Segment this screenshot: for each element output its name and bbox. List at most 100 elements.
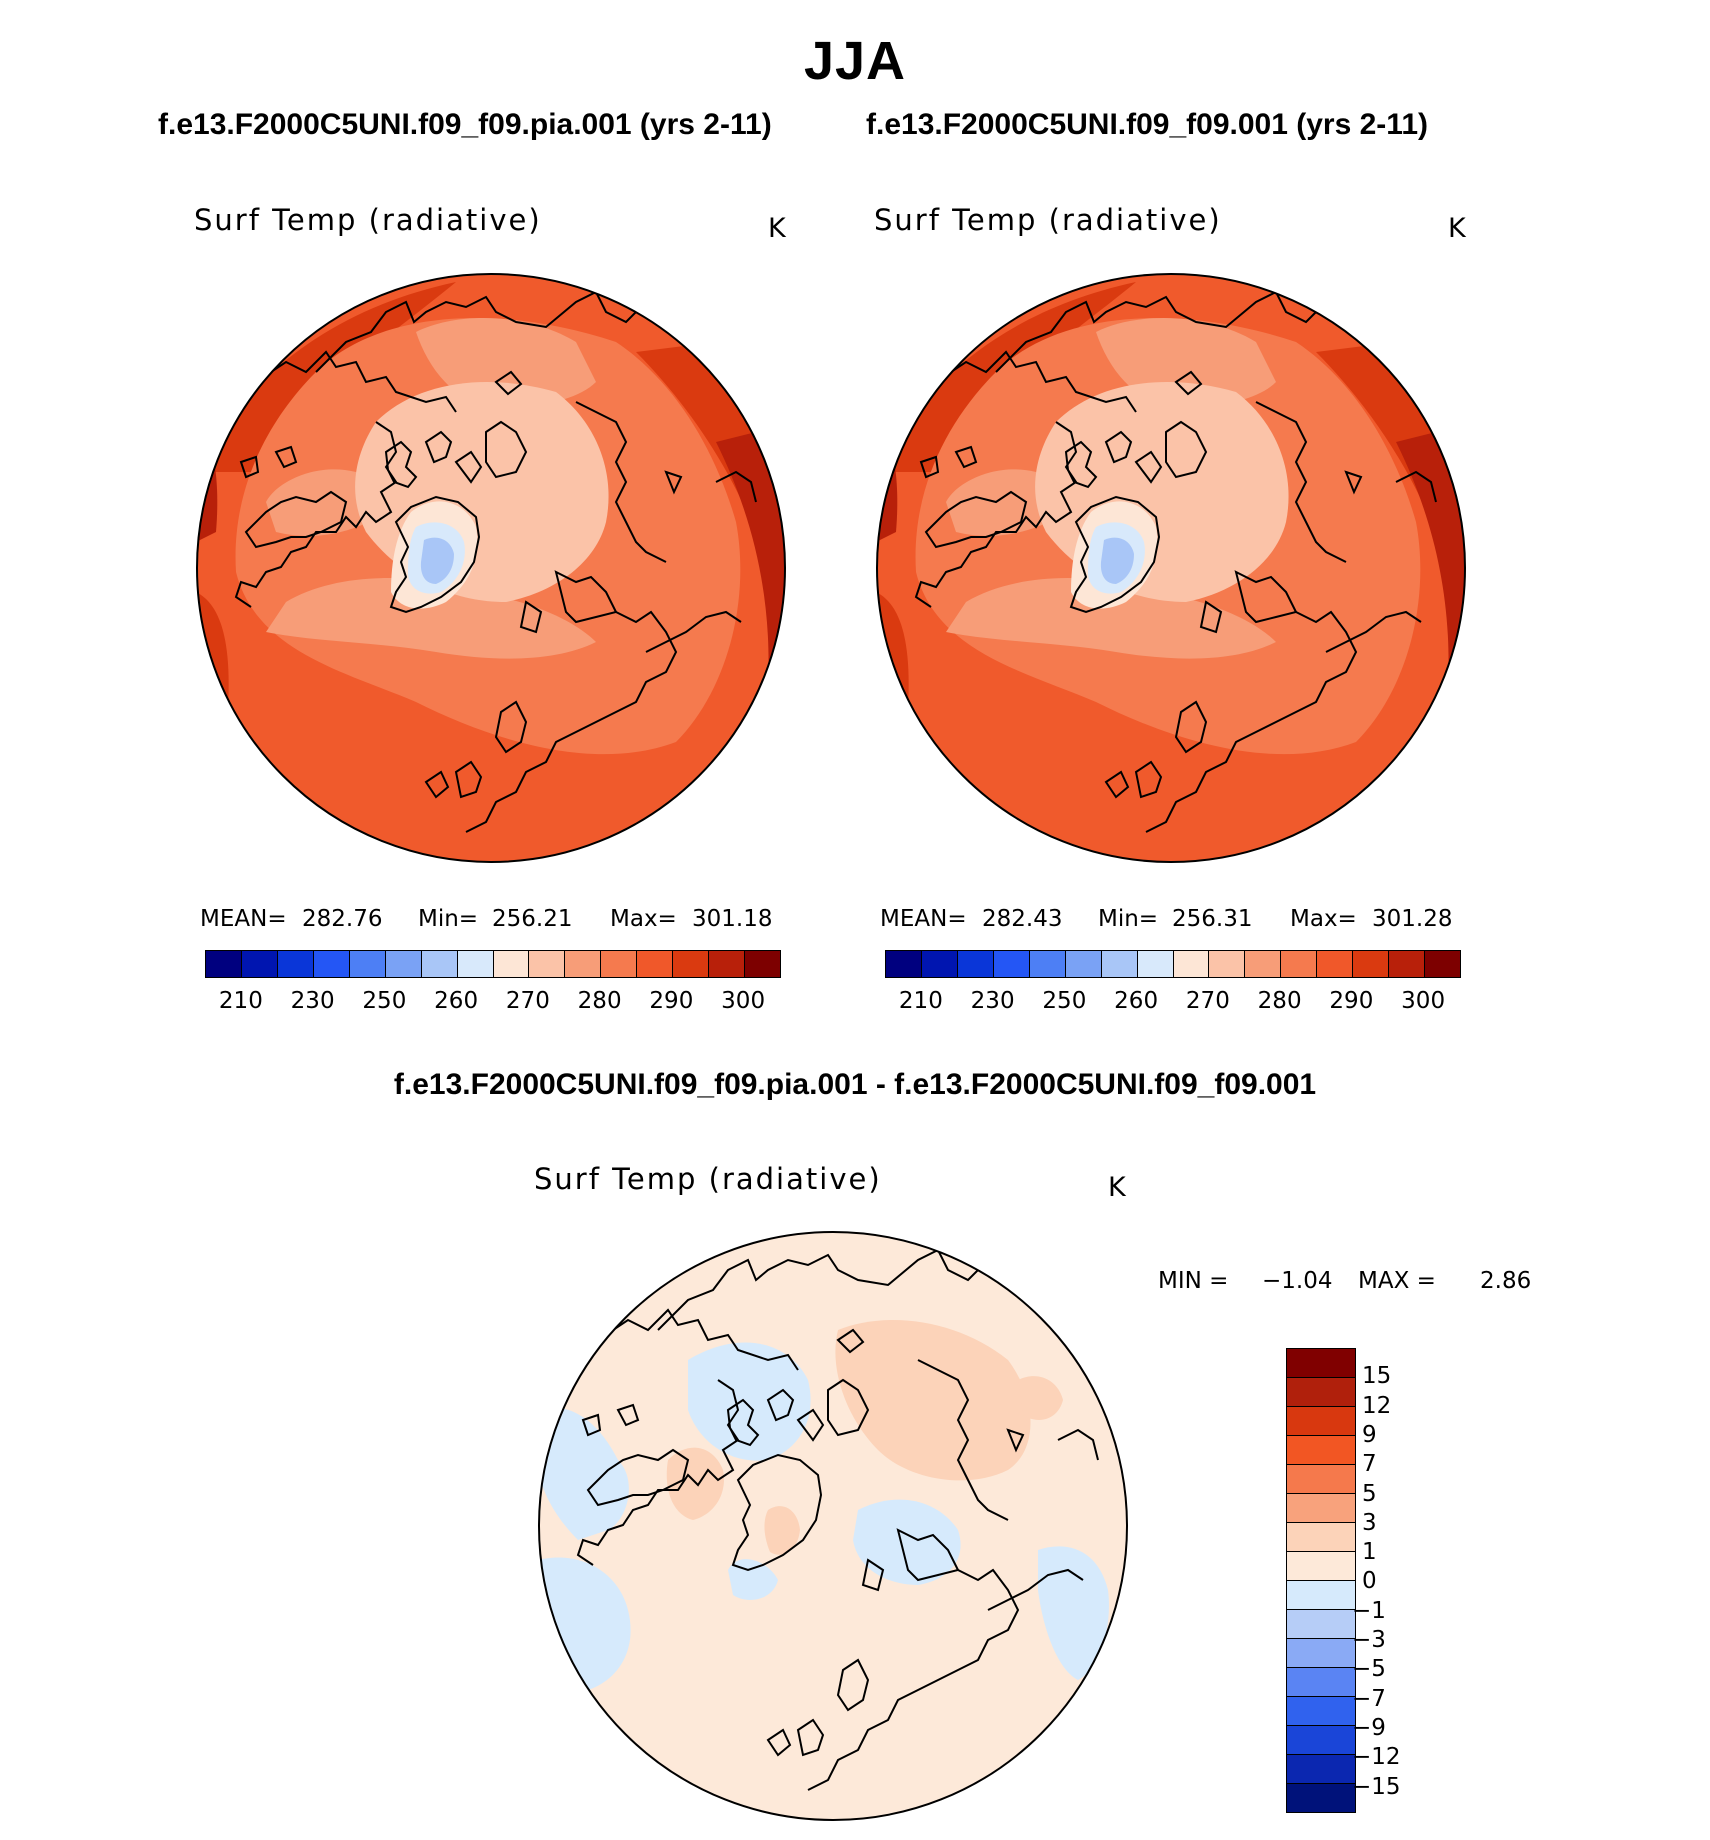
cooling-zone-pacific	[539, 1407, 629, 1540]
colorbar-swatch	[385, 951, 422, 977]
colorbar-swatch	[886, 951, 922, 977]
colorbar-swatch	[637, 951, 674, 977]
colorbar-swatch	[1287, 1755, 1355, 1784]
colorbar-swatch	[1287, 1610, 1355, 1639]
colorbar-swatch	[1287, 1697, 1355, 1726]
colorbar-tick-label: 1	[1362, 1539, 1377, 1566]
colorbar-tick-label: 3	[1362, 1509, 1377, 1536]
max-value: 2.86	[1480, 1268, 1532, 1294]
map-boundary	[196, 273, 786, 863]
difference-colorbar	[1286, 1348, 1356, 1813]
colorbar-tick-label: 7	[1362, 1451, 1377, 1478]
max-label: Max=	[1290, 906, 1357, 932]
mean-value: 282.43	[982, 906, 1063, 932]
colorbar-swatch	[313, 951, 350, 977]
colorbar-tick-label: −15	[1352, 1773, 1401, 1800]
min-value: 256.21	[492, 906, 573, 932]
colorbar-swatch	[1389, 951, 1426, 977]
colorbar-swatch	[1287, 1668, 1355, 1697]
colorbar-tick-label: 210	[898, 988, 943, 1014]
difference-variable-label: Surf Temp (radiative)	[534, 1162, 882, 1196]
cooling-zone-atlantic	[853, 1499, 961, 1585]
colorbar-swatch	[1287, 1639, 1355, 1668]
map-boundary	[538, 1231, 1128, 1821]
colorbar-swatch	[1353, 951, 1390, 977]
greenland-zone-3	[1100, 537, 1134, 584]
colorbar-swatch	[1287, 1581, 1355, 1610]
colorbar-swatch	[745, 951, 780, 977]
colorbar-swatch	[1029, 951, 1066, 977]
difference-title: f.e13.F2000C5UNI.f09_f09.pia.001 - f.e13…	[393, 1068, 1317, 1101]
colorbar-swatch	[601, 951, 638, 977]
colorbar-tick-label: 15	[1362, 1363, 1392, 1390]
page-title: JJA	[803, 31, 907, 91]
colorbar-swatch	[1137, 951, 1174, 977]
colorbar-swatch	[1287, 1784, 1355, 1812]
colorbar-tick-label: 270	[1185, 988, 1230, 1014]
cooling-zone-greenland	[728, 1559, 778, 1600]
mean-value: 282.76	[302, 906, 383, 932]
colorbar-tick-label: 230	[970, 988, 1015, 1014]
colorbar-tick-label: 250	[1042, 988, 1087, 1014]
max-label: MAX =	[1358, 1268, 1436, 1294]
colorbar-tick-label: 210	[218, 988, 263, 1014]
max-value: 301.28	[1372, 906, 1453, 932]
colorbar-tick-label: 230	[290, 988, 335, 1014]
colorbar-swatch	[529, 951, 566, 977]
hot-spot-w	[877, 422, 898, 542]
hot-spot-w	[197, 422, 218, 542]
colorbar-swatch	[241, 951, 278, 977]
field-slight-warming	[539, 1232, 1127, 1820]
colorbar-tick-label: 0	[1362, 1568, 1377, 1595]
colorbar-swatch	[1287, 1465, 1355, 1494]
colorbar-swatch	[673, 951, 710, 977]
min-value: 256.31	[1172, 906, 1253, 932]
coastlines	[576, 1248, 1099, 1791]
colorbar-tick-label: −9	[1352, 1714, 1386, 1741]
colorbar-swatch	[1287, 1349, 1355, 1378]
coastlines	[914, 290, 1437, 833]
panel-1-colorbar	[205, 950, 781, 978]
colorbar-swatch	[993, 951, 1030, 977]
colorbar-swatch	[921, 951, 958, 977]
colorbar-swatch	[1287, 1552, 1355, 1581]
colorbar-tick-label: −1	[1352, 1597, 1386, 1624]
panel-1-stats: MEAN= 282.76 Min= 256.21 Max= 301.18	[200, 906, 800, 936]
panel-2-stats: MEAN= 282.43 Min= 256.31 Max= 301.28	[880, 906, 1480, 936]
cooling-zone-east	[1038, 1546, 1109, 1680]
colorbar-tick-label: −7	[1352, 1685, 1386, 1712]
warming-zone-archipelago	[666, 1447, 724, 1520]
colorbar-swatch	[1245, 951, 1282, 977]
panel-1-units-label: K	[768, 213, 786, 244]
difference-min-max: MIN = −1.04 MAX = 2.86	[1158, 1268, 1558, 1298]
cooling-zone-arctic	[688, 1342, 811, 1461]
colorbar-tick-label: 280	[577, 988, 622, 1014]
max-value: 301.18	[692, 906, 773, 932]
min-label: MIN =	[1158, 1268, 1229, 1294]
colorbar-swatch	[1065, 951, 1102, 977]
colorbar-swatch	[1101, 951, 1138, 977]
colorbar-tick-label: 290	[1329, 988, 1374, 1014]
hottest-spot	[756, 702, 785, 832]
colorbar-tick-label: 260	[434, 988, 479, 1014]
colorbar-tick-label: −5	[1352, 1656, 1386, 1683]
coastlines	[234, 290, 757, 833]
colorbar-swatch	[709, 951, 746, 977]
colorbar-swatch	[493, 951, 530, 977]
mean-label: MEAN=	[200, 906, 287, 932]
colorbar-tick-label: 5	[1362, 1480, 1377, 1507]
min-label: Min=	[1098, 906, 1159, 932]
colorbar-tick-label: 250	[362, 988, 407, 1014]
colorbar-tick-label: −3	[1352, 1627, 1386, 1653]
panel-2-colorbar-ticks: 210 230 250 260 270 280 290 300	[885, 988, 1459, 1018]
panel-1-map	[196, 273, 786, 863]
greenland-zone-3	[420, 537, 454, 584]
colorbar-swatch	[1287, 1436, 1355, 1465]
colorbar-swatch	[1209, 951, 1246, 977]
colorbar-swatch	[421, 951, 458, 977]
panel-2-case-title: f.e13.F2000C5UNI.f09_f09.001 (yrs 2-11)	[866, 108, 1429, 141]
atlantic-cool-zone	[946, 578, 1276, 659]
colorbar-tick-label: 300	[1401, 988, 1446, 1014]
colorbar-swatch	[349, 951, 386, 977]
colorbar-swatch	[277, 951, 314, 977]
